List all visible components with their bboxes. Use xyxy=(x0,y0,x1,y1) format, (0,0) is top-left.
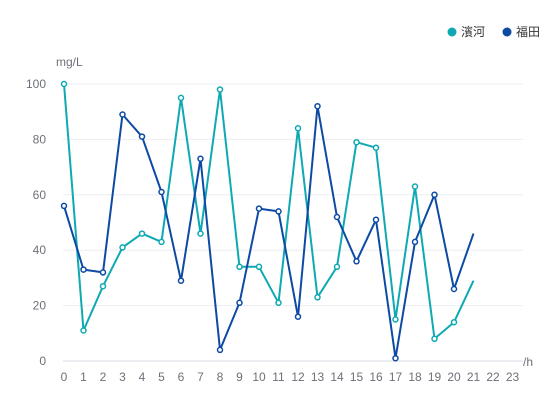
x-axis-unit: /h xyxy=(523,355,533,369)
legend[interactable]: 濱河 福田 xyxy=(447,24,541,39)
data-point[interactable] xyxy=(314,294,321,301)
x-tick-label: 6 xyxy=(178,370,185,384)
x-tick-label: 21 xyxy=(467,370,481,384)
data-point[interactable] xyxy=(158,238,165,246)
data-point[interactable] xyxy=(372,144,380,151)
data-point[interactable] xyxy=(236,263,243,271)
data-point[interactable] xyxy=(314,102,321,110)
x-tick-label: 10 xyxy=(252,370,266,384)
x-tick-label: 12 xyxy=(291,370,305,384)
data-point[interactable] xyxy=(411,183,419,190)
x-axis: 0 1 2 3 4 5 6 7 8 9 10 11 12 13 14 15 16 17 18 19 20 21 22 23 xyxy=(61,370,520,384)
data-point[interactable] xyxy=(216,346,224,354)
x-tick-label: 22 xyxy=(486,370,500,384)
legend-label: 福田 xyxy=(516,24,540,39)
x-tick-label: 8 xyxy=(217,370,224,384)
data-point[interactable] xyxy=(294,125,302,132)
data-point[interactable] xyxy=(275,299,282,307)
data-point[interactable] xyxy=(333,213,341,221)
x-tick-label: 17 xyxy=(389,370,403,384)
x-tick-label: 11 xyxy=(272,370,285,384)
legend-marker xyxy=(502,27,512,37)
data-point[interactable] xyxy=(431,335,438,343)
data-point[interactable] xyxy=(197,230,204,237)
y-tick-label: 80 xyxy=(33,132,47,146)
data-point[interactable] xyxy=(138,133,146,140)
legend-item[interactable]: 濱河 xyxy=(447,25,486,39)
data-point[interactable] xyxy=(216,86,224,93)
x-tick-label: 7 xyxy=(197,370,204,384)
x-tick-label: 23 xyxy=(506,370,520,384)
legend-label: 濱河 xyxy=(461,25,485,39)
data-point[interactable] xyxy=(450,285,458,293)
data-point[interactable] xyxy=(450,318,458,326)
x-tick-label: 14 xyxy=(330,370,344,384)
y-tick-label: 20 xyxy=(33,299,47,313)
x-tick-label: 13 xyxy=(311,370,325,384)
y-axis-unit: mg/L xyxy=(56,55,83,69)
series-line xyxy=(63,105,475,360)
series-2 xyxy=(60,102,475,362)
data-point[interactable] xyxy=(99,282,107,290)
data-point[interactable] xyxy=(372,216,380,223)
data-point[interactable] xyxy=(255,263,263,271)
x-tick-label: 5 xyxy=(158,370,165,384)
data-point[interactable] xyxy=(60,80,68,88)
x-tick-label: 18 xyxy=(408,370,422,384)
series-group xyxy=(60,80,475,362)
y-tick-label: 40 xyxy=(33,243,47,257)
data-point[interactable] xyxy=(392,316,399,323)
data-point[interactable] xyxy=(177,277,185,284)
data-point[interactable] xyxy=(236,299,243,307)
legend-item[interactable]: 福田 xyxy=(502,24,541,39)
x-tick-label: 0 xyxy=(61,370,68,384)
x-tick-label: 1 xyxy=(80,370,87,384)
x-tick-label: 4 xyxy=(139,370,146,384)
data-point[interactable] xyxy=(60,202,68,210)
x-tick-label: 16 xyxy=(369,370,383,384)
data-point[interactable] xyxy=(80,327,87,334)
series-line xyxy=(63,83,475,340)
data-point[interactable] xyxy=(294,313,302,320)
y-tick-label: 100 xyxy=(26,77,46,91)
x-tick-label: 9 xyxy=(236,370,243,384)
data-point[interactable] xyxy=(119,111,126,118)
data-point[interactable] xyxy=(392,354,399,362)
data-point[interactable] xyxy=(353,258,360,265)
y-axis: 0 20 40 60 80 100 xyxy=(26,77,46,368)
data-point[interactable] xyxy=(353,138,360,146)
data-point[interactable] xyxy=(411,238,419,246)
data-point[interactable] xyxy=(275,208,282,215)
data-point[interactable] xyxy=(177,94,185,102)
x-tick-label: 20 xyxy=(447,370,461,384)
data-point[interactable] xyxy=(255,205,263,212)
data-point[interactable] xyxy=(138,230,146,237)
x-tick-label: 3 xyxy=(119,370,126,384)
grid-lines xyxy=(63,83,523,362)
y-tick-label: 0 xyxy=(39,354,46,368)
data-point[interactable] xyxy=(99,269,107,276)
x-tick-label: 19 xyxy=(428,370,442,384)
x-tick-label: 15 xyxy=(350,370,364,384)
data-point[interactable] xyxy=(158,188,165,196)
data-point[interactable] xyxy=(80,266,87,273)
series-1 xyxy=(60,80,475,343)
data-point[interactable] xyxy=(431,191,438,199)
legend-marker xyxy=(447,27,457,37)
data-point[interactable] xyxy=(197,155,204,163)
data-point[interactable] xyxy=(333,263,341,271)
data-point[interactable] xyxy=(119,244,126,251)
x-tick-label: 2 xyxy=(100,370,107,384)
y-tick-label: 60 xyxy=(33,188,47,202)
